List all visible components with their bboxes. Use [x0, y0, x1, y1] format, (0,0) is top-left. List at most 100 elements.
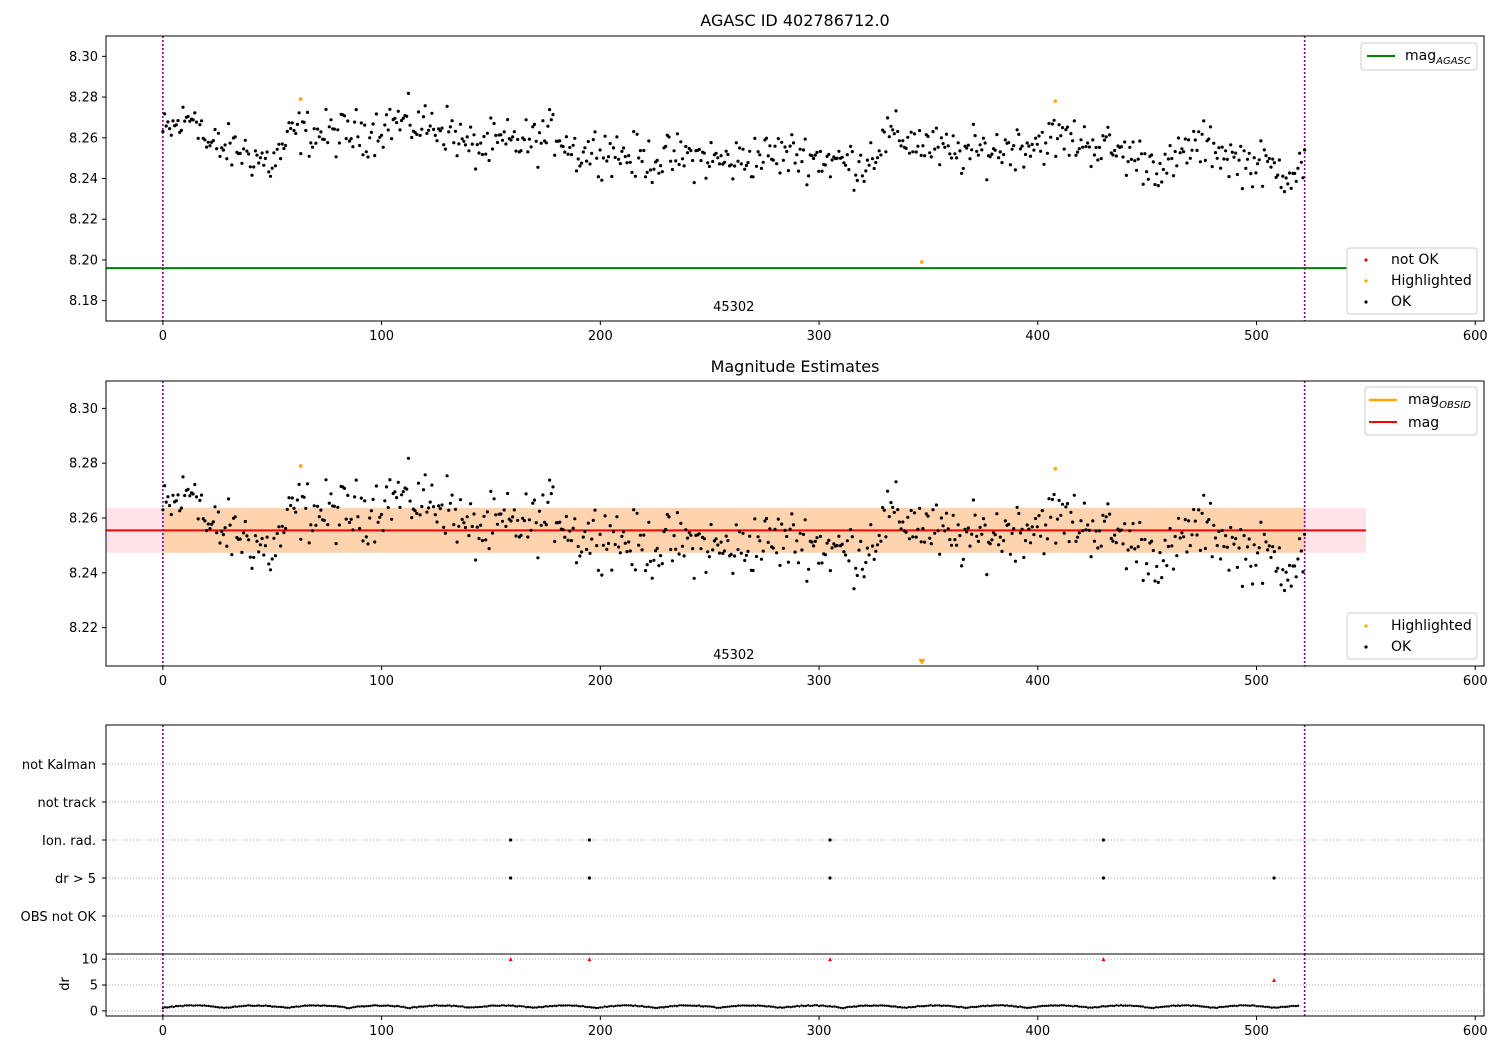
ok-point	[1287, 563, 1292, 568]
dr-point	[936, 1004, 939, 1007]
ok-point	[934, 503, 939, 507]
ok-point	[645, 563, 649, 567]
dr-point	[507, 1004, 510, 1007]
ok-point	[1160, 180, 1164, 184]
ok-point	[1254, 563, 1258, 567]
ok-point	[711, 548, 715, 552]
ok-point	[685, 536, 690, 540]
ok-point	[1002, 153, 1006, 157]
y-tick-label: 8.22	[69, 213, 98, 228]
ok-point	[450, 493, 454, 497]
dr-point	[1235, 1004, 1239, 1008]
dr-point	[811, 1004, 814, 1007]
ok-point	[347, 520, 352, 525]
ok-point	[764, 516, 769, 521]
ok-point	[1037, 134, 1041, 138]
ok-point	[929, 542, 933, 546]
ok-point	[601, 543, 606, 547]
ok-point	[995, 512, 999, 516]
ok-point	[549, 118, 553, 122]
ok-point	[606, 541, 611, 546]
ok-point	[1028, 541, 1033, 545]
ok-point	[1277, 158, 1281, 162]
dr-point	[397, 1005, 401, 1008]
ok-point	[622, 530, 626, 534]
ok-point	[494, 513, 498, 517]
ok-point	[452, 141, 456, 145]
dr-point	[971, 1005, 974, 1009]
ok-point	[218, 154, 222, 158]
ok-point	[295, 498, 299, 502]
ok-point	[553, 153, 557, 157]
dr-point	[787, 1005, 790, 1008]
ok-point	[213, 505, 217, 509]
ok-point	[1232, 155, 1236, 159]
ok-point	[748, 149, 752, 153]
dr-point	[395, 1004, 399, 1008]
dr-point	[356, 1005, 359, 1008]
ok-point	[448, 501, 452, 505]
ok-point	[860, 174, 865, 178]
ok-point	[499, 133, 503, 137]
ok-point	[766, 154, 770, 158]
ok-point	[536, 165, 540, 169]
dr-point	[268, 1004, 272, 1008]
ok-point	[596, 175, 601, 179]
ok-point	[1200, 132, 1204, 136]
ok-point	[706, 550, 710, 554]
dr-point	[712, 1005, 716, 1009]
ok-point	[432, 505, 436, 509]
agasc-axes: 0 100 200 300 400 500 6008.188.208.228.248.268…	[69, 50, 1488, 344]
dr-point	[1285, 1005, 1289, 1008]
ok-point	[611, 146, 616, 150]
ok-point	[1180, 531, 1184, 535]
dr-point	[1056, 1004, 1059, 1007]
ok-point	[319, 508, 323, 512]
dr-point	[874, 1004, 878, 1007]
ok-point	[978, 525, 982, 530]
ok-point	[1276, 173, 1280, 177]
ok-point	[660, 170, 664, 174]
dr-point	[332, 1005, 335, 1008]
dr-point	[201, 1004, 204, 1007]
ok-point	[174, 499, 178, 503]
ok-point	[659, 164, 663, 168]
dr-point	[1137, 1004, 1140, 1008]
ok-point	[374, 112, 378, 116]
ok-point	[842, 161, 846, 165]
ok-point	[699, 159, 703, 163]
dr-point	[566, 1004, 569, 1007]
ok-point	[1266, 159, 1270, 164]
dr-point	[618, 1004, 622, 1007]
ok-point	[904, 146, 908, 150]
dr-point	[1036, 1005, 1040, 1008]
ok-point	[329, 492, 333, 496]
dr-point	[321, 1004, 324, 1007]
ok-point	[463, 143, 468, 147]
ok-point	[949, 543, 954, 547]
ok-point	[608, 524, 612, 528]
y-tick-label: 10	[81, 953, 98, 968]
ok-point	[810, 540, 814, 544]
ok-point	[618, 551, 622, 555]
dr-point	[441, 1004, 444, 1007]
dr-point	[1170, 1004, 1173, 1007]
dr-point	[498, 1004, 501, 1008]
ok-point	[600, 573, 604, 577]
ok-point	[457, 524, 461, 528]
agasc-panel: AGASC ID 402786712.0 0 100 200 300 400 500 600…	[69, 11, 1488, 344]
ok-point	[1008, 552, 1013, 556]
ok-point	[1274, 175, 1278, 179]
ok-point	[891, 505, 895, 509]
ok-point	[1035, 142, 1039, 146]
dr-point	[485, 1005, 488, 1008]
dr-point	[454, 1004, 458, 1008]
ok-point	[537, 131, 542, 135]
ok-point	[504, 142, 508, 146]
dr-point	[929, 1004, 932, 1007]
dr-point	[671, 1005, 674, 1008]
ok-point	[1057, 123, 1061, 127]
ok-point	[1049, 135, 1053, 139]
ok-point	[1303, 532, 1307, 536]
ok-point	[337, 523, 341, 527]
